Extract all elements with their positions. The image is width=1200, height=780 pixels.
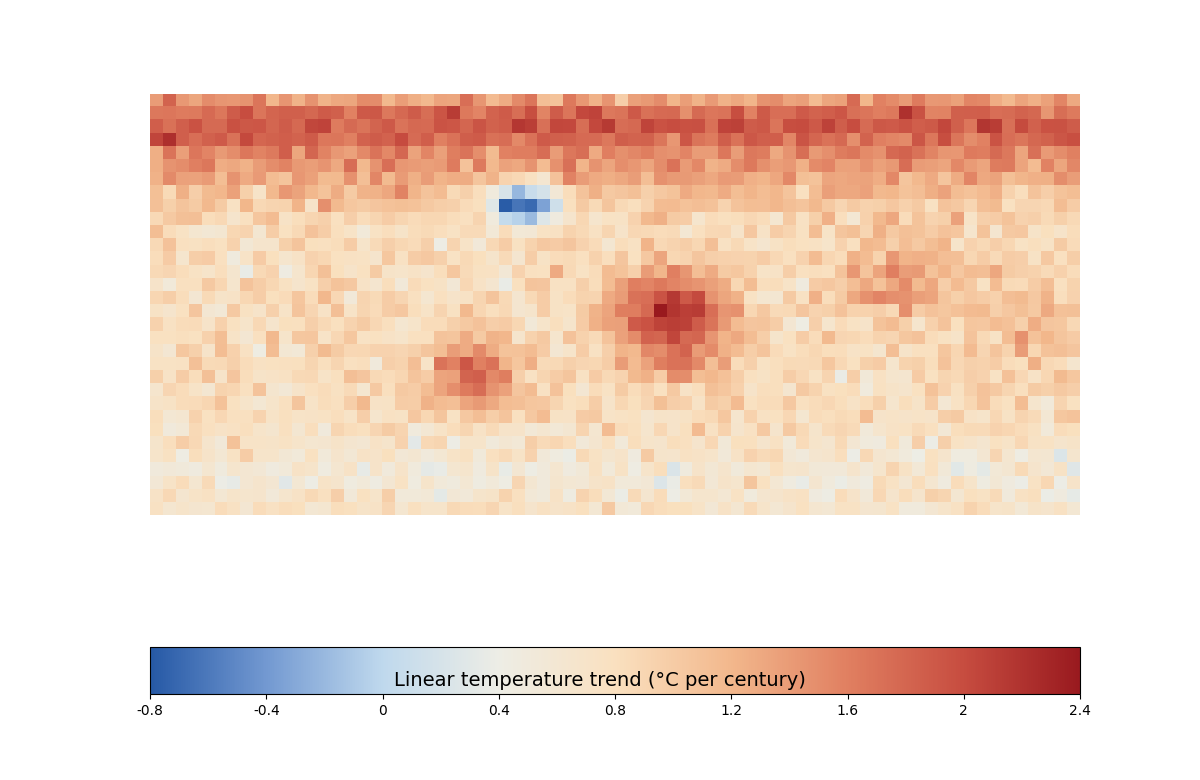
Text: Linear temperature trend (°C per century): Linear temperature trend (°C per century… xyxy=(394,672,806,690)
